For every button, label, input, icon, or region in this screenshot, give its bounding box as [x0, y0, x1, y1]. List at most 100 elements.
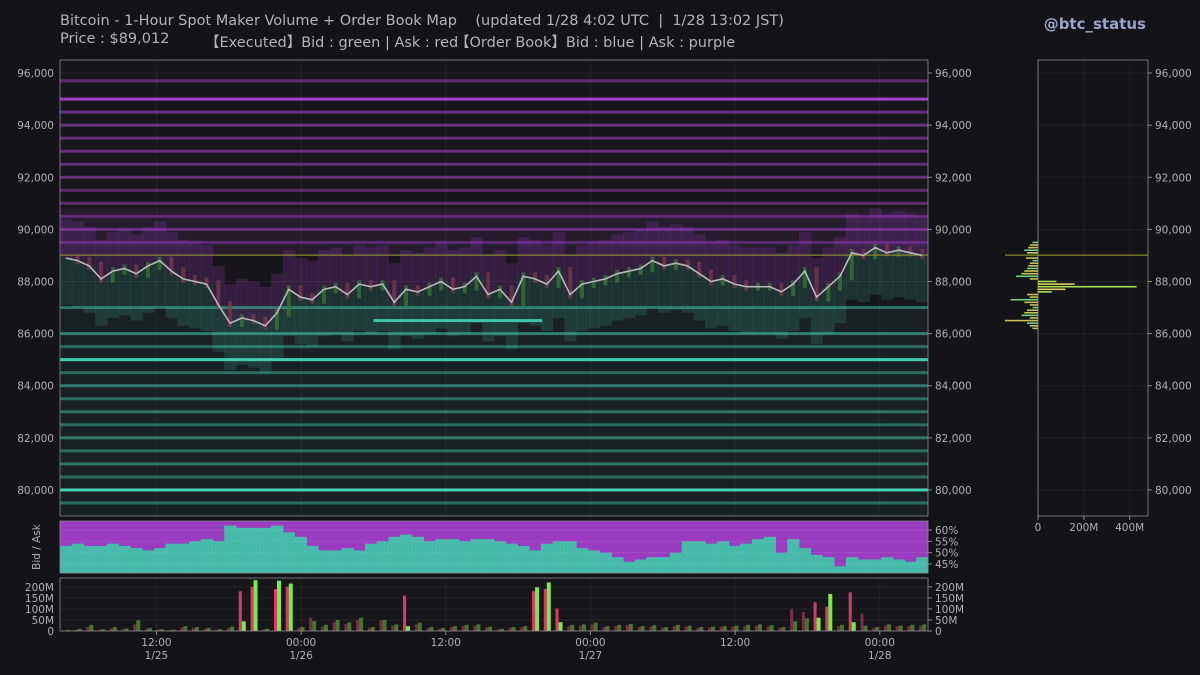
volume-tick-label-left: 50M [32, 615, 54, 627]
chart-title: Bitcoin - 1-Hour Spot Maker Volume + Ord… [60, 13, 784, 29]
bid-volume-bar [347, 622, 352, 631]
profile-ask-bar [1032, 259, 1038, 262]
bid-depth-band [118, 268, 131, 316]
candle [591, 277, 596, 288]
ratio-bid-bar [740, 543, 753, 573]
ask-depth-band [435, 242, 448, 282]
x-tick-label: 12:00 [431, 637, 461, 649]
bid-volume-bar [147, 627, 152, 631]
ask-depth-band [259, 286, 272, 326]
bid-wall [60, 462, 928, 466]
ratio-bid-bar [341, 548, 354, 573]
profile-ask-bar [1032, 306, 1038, 309]
bid-volume-bar [406, 626, 411, 631]
ratio-bid-bar [60, 545, 73, 573]
ratio-bid-bar [106, 543, 120, 573]
bid-volume-bar [101, 629, 106, 631]
ask-volume-bar [649, 626, 653, 631]
ask-depth-band [822, 247, 835, 287]
ask-volume-bar [848, 592, 852, 631]
ratio-bid-bar [810, 554, 823, 573]
ratio-bid-bar [540, 543, 554, 573]
bid-volume-bar [312, 621, 317, 631]
bid-volume-bar [535, 587, 540, 631]
ratio-bid-bar [576, 548, 589, 573]
ask-volume-bar [543, 589, 547, 631]
ask-depth-band [470, 237, 483, 277]
y-tick-label-right: 94,000 [935, 120, 972, 132]
bid-depth-band [834, 276, 847, 324]
ask-volume-bar [801, 612, 805, 631]
bid-depth-band [857, 255, 870, 303]
ask-volume-bar [109, 628, 113, 631]
ask-volume-bar [578, 625, 582, 631]
ratio-bid-bar [282, 532, 296, 573]
profile-ask-bar [1029, 317, 1038, 319]
ratio-bid-bar [857, 559, 870, 573]
ask-volume-bar [919, 625, 923, 631]
bid-volume-bar [593, 622, 598, 631]
ratio-bid-bar [189, 541, 202, 573]
y-tick-label-left: 82,000 [17, 433, 54, 445]
ask-depth-band [329, 247, 343, 287]
profile-ask-bar [1028, 265, 1038, 267]
bid-wall [60, 436, 928, 440]
x-tick-label: 00:00 [286, 637, 316, 649]
volume-background [60, 578, 928, 631]
x-tick-date: 1/28 [868, 650, 892, 662]
candle [239, 314, 244, 328]
bid-depth-band [482, 294, 495, 342]
ask-depth-band [447, 250, 460, 290]
ask-depth-band [71, 221, 84, 261]
ratio-bid-bar [224, 525, 237, 573]
ask-volume-bar [438, 628, 442, 631]
candle [192, 274, 197, 286]
volume-tick-label-right: 150M [935, 593, 964, 605]
x-tick-label: 00:00 [575, 637, 605, 649]
ask-depth-band [693, 234, 706, 274]
bid-ask-ratio-panel: 45%50%55%60% Bid / Ask [31, 520, 958, 574]
ask-depth-band [798, 231, 812, 272]
profile-ask-bar [1025, 257, 1038, 259]
ask-volume-bar [461, 626, 465, 631]
bid-depth-band [646, 260, 659, 308]
ratio-bid-bar [904, 561, 917, 573]
ask-volume-bar [426, 627, 430, 631]
candle [509, 285, 514, 307]
ask-depth-band [400, 250, 413, 290]
bid-depth-band [881, 252, 894, 300]
bid-volume-bar [734, 625, 739, 631]
ratio-tick-label: 50% [935, 548, 958, 560]
bid-depth-band [564, 294, 577, 342]
profile-ask-bar [1024, 301, 1038, 304]
candle [145, 261, 150, 278]
ask-depth-band [716, 239, 730, 279]
ratio-bid-bar [845, 557, 859, 573]
ask-depth-band [705, 242, 718, 282]
ask-volume-bar [133, 624, 137, 631]
ask-volume-bar [86, 627, 90, 631]
ratio-bid-bar [798, 548, 812, 573]
bid-volume-bar [452, 626, 457, 631]
ratio-bid-bar [458, 541, 472, 573]
ask-depth-band [505, 263, 518, 303]
bid-depth-band [658, 265, 671, 313]
ratio-bid-bar [634, 559, 647, 573]
candle [626, 267, 631, 278]
bid-depth-band [904, 252, 917, 300]
bid-volume-bar [570, 624, 575, 631]
profile-x-tick-label: 0 [1035, 522, 1042, 534]
ratio-bid-bar [752, 539, 765, 573]
candle [169, 256, 174, 275]
y-tick-label-right: 92,000 [935, 172, 972, 184]
profile-ask-bar [1032, 241, 1038, 244]
candle [662, 256, 667, 270]
ask-volume-bar [285, 586, 289, 631]
ask-depth-band [529, 239, 542, 279]
ask-depth-band [294, 258, 307, 298]
ask-depth-band [916, 216, 929, 256]
ask-depth-band [904, 213, 917, 253]
ask-volume-bar [309, 617, 313, 631]
ask-volume-bar [520, 627, 524, 631]
profile-ask-bar [1029, 296, 1038, 298]
